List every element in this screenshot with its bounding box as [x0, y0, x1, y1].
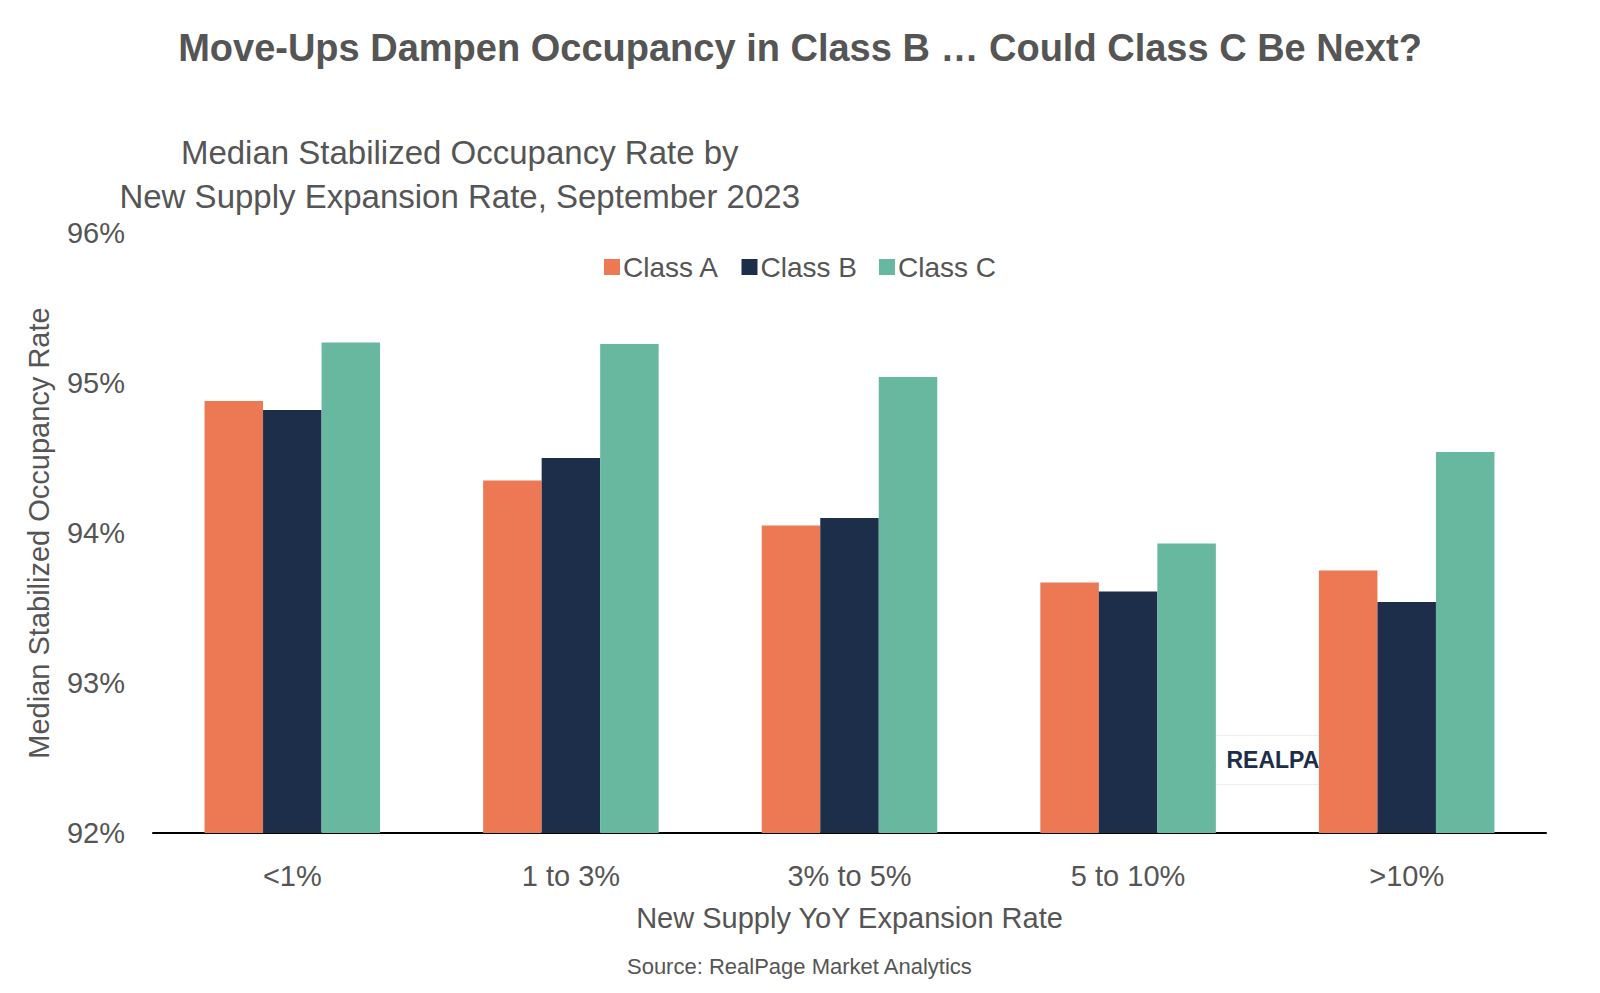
svg-text:Move-Ups Dampen Occupancy in C: Move-Ups Dampen Occupancy in Class B … C… [178, 27, 1422, 69]
svg-text:Class C: Class C [898, 252, 996, 283]
svg-text:92%: 92% [67, 817, 125, 849]
svg-text:94%: 94% [67, 517, 125, 549]
svg-text:3% to 5%: 3% to 5% [787, 860, 911, 892]
svg-text:New Supply Expansion Rate, Sep: New Supply Expansion Rate, September 202… [119, 178, 800, 215]
svg-text:95%: 95% [67, 367, 125, 399]
svg-text:REALPAGE: REALPAGE [1226, 747, 1353, 773]
svg-text:Class B: Class B [760, 252, 856, 283]
svg-text:Median Stabilized Occupancy Ra: Median Stabilized Occupancy Rate by [181, 134, 739, 171]
svg-text:<1%: <1% [263, 860, 322, 892]
svg-text:New Supply YoY Expansion Rate: New Supply YoY Expansion Rate [636, 902, 1063, 934]
svg-text:Class A: Class A [623, 252, 718, 283]
svg-text:>10%: >10% [1369, 860, 1444, 892]
svg-text:93%: 93% [67, 667, 125, 699]
svg-text:Source: RealPage Market Analyt: Source: RealPage Market Analytics [627, 954, 972, 979]
svg-text:96%: 96% [67, 217, 125, 249]
svg-text:5 to 10%: 5 to 10% [1071, 860, 1185, 892]
svg-text:Median Stabilized Occupancy Ra: Median Stabilized Occupancy Rate [23, 307, 55, 758]
svg-text:1 to 3%: 1 to 3% [522, 860, 620, 892]
